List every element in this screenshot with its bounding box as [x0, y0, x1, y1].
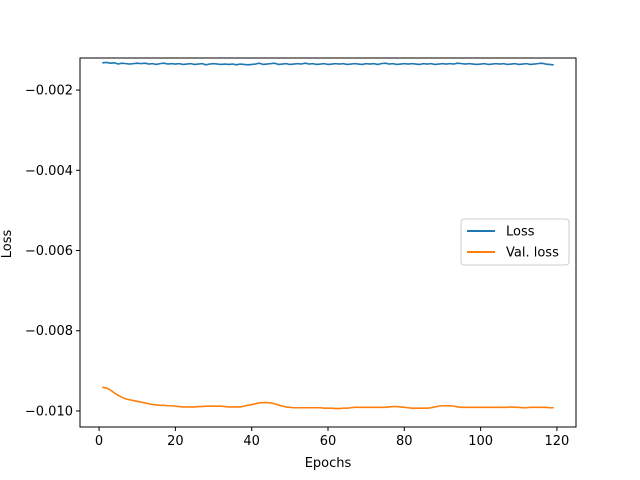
x-tick-label: 0	[95, 434, 103, 449]
y-axis-title: Loss	[0, 230, 15, 259]
y-axis: −0.002 −0.004 −0.006 −0.008 −0.010	[25, 84, 80, 419]
x-axis-title: Epochs	[305, 456, 352, 471]
y-tick-label: −0.002	[25, 84, 73, 99]
series-line-val-loss	[102, 386, 554, 410]
y-tick-label: −0.004	[25, 164, 73, 179]
x-tick-label: 60	[320, 434, 337, 449]
series-line-loss	[102, 61, 554, 66]
x-tick-label: 20	[167, 434, 184, 449]
legend-label: Loss	[506, 225, 535, 240]
series-layer	[102, 61, 554, 410]
x-tick-label: 100	[468, 434, 493, 449]
x-tick-label: 80	[396, 434, 413, 449]
y-tick-label: −0.008	[25, 324, 73, 339]
x-tick-label: 120	[545, 434, 570, 449]
legend: Loss Val. loss	[460, 218, 570, 266]
y-tick-label: −0.010	[25, 404, 73, 419]
y-tick-label: −0.006	[25, 244, 73, 259]
legend-label: Val. loss	[506, 246, 559, 261]
x-axis: 0 20 40 60 80 100 120	[95, 427, 569, 449]
x-tick-label: 40	[243, 434, 260, 449]
